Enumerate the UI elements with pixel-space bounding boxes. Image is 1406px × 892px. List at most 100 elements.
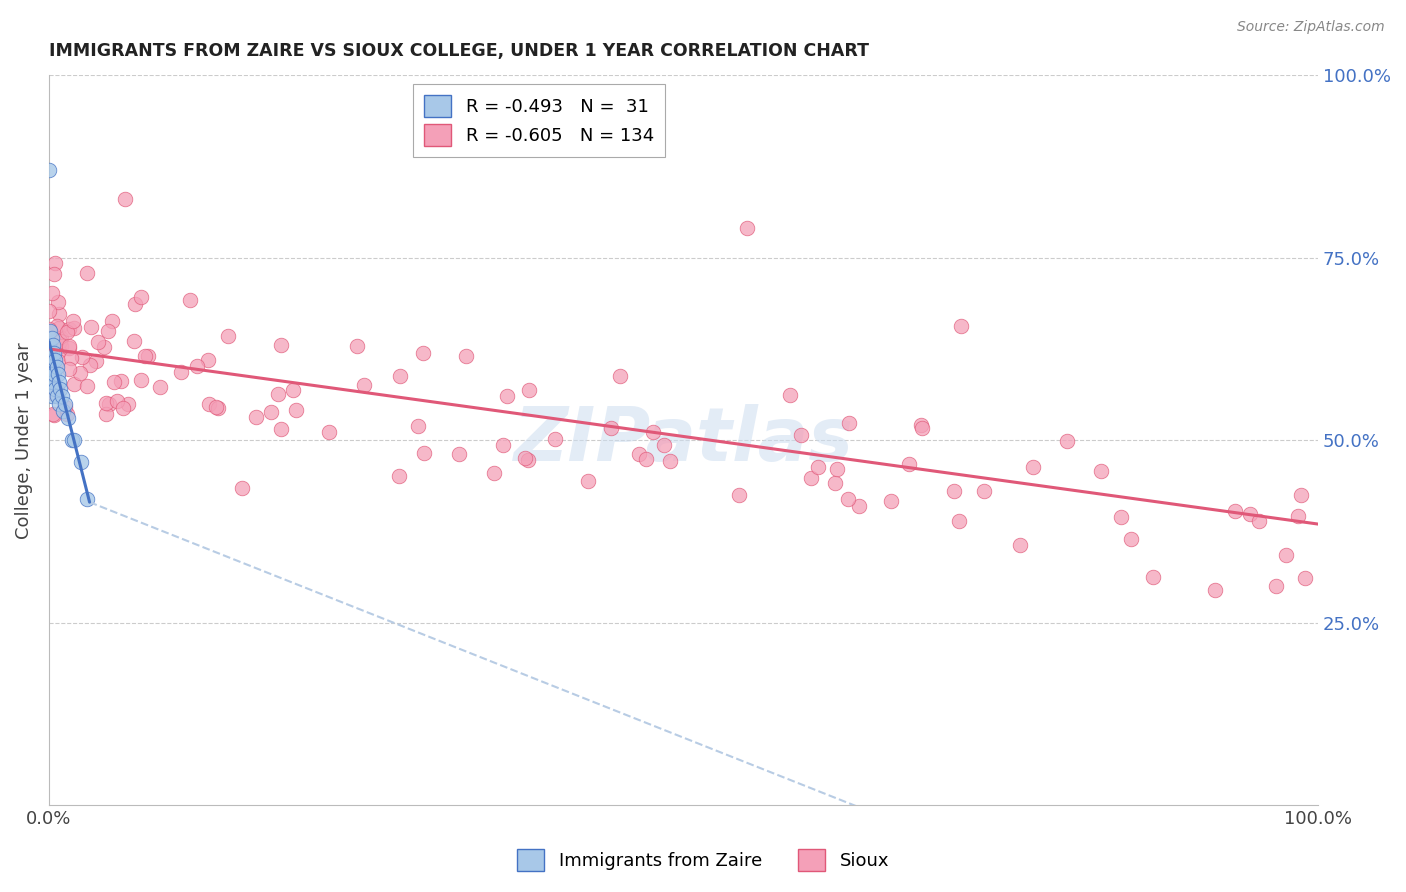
Point bbox=[454, 349, 477, 363]
Point bbox=[44, 352, 66, 367]
Point bbox=[48, 375, 70, 389]
Point bbox=[114, 192, 136, 206]
Point bbox=[1142, 569, 1164, 583]
Point bbox=[69, 366, 91, 380]
Point bbox=[41, 331, 63, 345]
Point bbox=[609, 368, 631, 383]
Point bbox=[942, 483, 965, 498]
Point bbox=[42, 352, 65, 367]
Point bbox=[41, 389, 63, 403]
Point bbox=[38, 322, 60, 336]
Point bbox=[1121, 533, 1143, 547]
Point bbox=[42, 338, 65, 352]
Point bbox=[38, 303, 60, 318]
Point bbox=[544, 433, 567, 447]
Point bbox=[41, 286, 63, 301]
Point bbox=[93, 340, 115, 354]
Point bbox=[39, 324, 62, 338]
Point bbox=[627, 447, 650, 461]
Point bbox=[641, 425, 664, 439]
Point bbox=[205, 400, 228, 414]
Point bbox=[735, 221, 758, 235]
Point bbox=[1204, 583, 1226, 598]
Point bbox=[824, 475, 846, 490]
Point bbox=[1264, 579, 1286, 593]
Point bbox=[149, 380, 172, 394]
Point bbox=[76, 491, 98, 506]
Point bbox=[270, 421, 292, 435]
Point bbox=[63, 433, 86, 447]
Point bbox=[58, 322, 80, 336]
Point bbox=[42, 375, 65, 389]
Point bbox=[652, 438, 675, 452]
Point bbox=[1056, 434, 1078, 449]
Point bbox=[880, 494, 903, 508]
Point bbox=[60, 433, 83, 447]
Point bbox=[491, 438, 513, 452]
Point bbox=[910, 417, 932, 432]
Point bbox=[58, 362, 80, 376]
Point bbox=[122, 334, 145, 348]
Point bbox=[76, 379, 98, 393]
Point bbox=[44, 382, 66, 396]
Point bbox=[948, 514, 970, 528]
Point bbox=[51, 389, 73, 403]
Point bbox=[1247, 514, 1270, 528]
Point bbox=[63, 321, 86, 335]
Point bbox=[1090, 464, 1112, 478]
Point bbox=[1008, 538, 1031, 552]
Point bbox=[42, 408, 65, 422]
Point bbox=[482, 467, 505, 481]
Point bbox=[129, 374, 152, 388]
Point bbox=[1289, 488, 1312, 502]
Point bbox=[111, 401, 134, 415]
Text: ZIPatlas: ZIPatlas bbox=[513, 404, 853, 476]
Point bbox=[789, 428, 811, 442]
Point bbox=[58, 339, 80, 353]
Text: IMMIGRANTS FROM ZAIRE VS SIOUX COLLEGE, UNDER 1 YEAR CORRELATION CHART: IMMIGRANTS FROM ZAIRE VS SIOUX COLLEGE, … bbox=[49, 42, 869, 60]
Point bbox=[60, 351, 83, 365]
Point bbox=[267, 387, 290, 401]
Point bbox=[39, 375, 62, 389]
Point bbox=[55, 397, 77, 411]
Point bbox=[285, 403, 308, 417]
Point bbox=[346, 339, 368, 353]
Point bbox=[79, 359, 101, 373]
Point bbox=[46, 295, 69, 310]
Y-axis label: College, Under 1 year: College, Under 1 year bbox=[15, 342, 32, 539]
Point bbox=[911, 421, 934, 435]
Point bbox=[1294, 571, 1316, 585]
Point bbox=[1109, 510, 1132, 524]
Point bbox=[134, 349, 156, 363]
Point bbox=[124, 297, 146, 311]
Point bbox=[838, 416, 860, 430]
Point bbox=[517, 383, 540, 397]
Point bbox=[38, 338, 60, 352]
Point bbox=[87, 334, 110, 349]
Point bbox=[449, 447, 471, 461]
Point bbox=[56, 325, 79, 339]
Point bbox=[827, 462, 849, 476]
Point bbox=[103, 375, 125, 389]
Point bbox=[46, 383, 69, 397]
Point bbox=[44, 256, 66, 270]
Point bbox=[39, 352, 62, 367]
Point bbox=[41, 352, 63, 367]
Point bbox=[136, 349, 159, 363]
Point bbox=[45, 389, 67, 403]
Point bbox=[94, 395, 117, 409]
Point bbox=[49, 334, 72, 348]
Point bbox=[950, 318, 973, 333]
Point bbox=[217, 328, 239, 343]
Point bbox=[48, 344, 70, 359]
Point bbox=[406, 419, 429, 434]
Point bbox=[1225, 504, 1247, 518]
Point bbox=[49, 382, 72, 396]
Point bbox=[412, 346, 434, 360]
Point bbox=[197, 353, 219, 368]
Point bbox=[186, 359, 208, 374]
Point bbox=[70, 350, 93, 364]
Point bbox=[76, 266, 98, 280]
Point bbox=[270, 337, 292, 351]
Point bbox=[318, 425, 340, 439]
